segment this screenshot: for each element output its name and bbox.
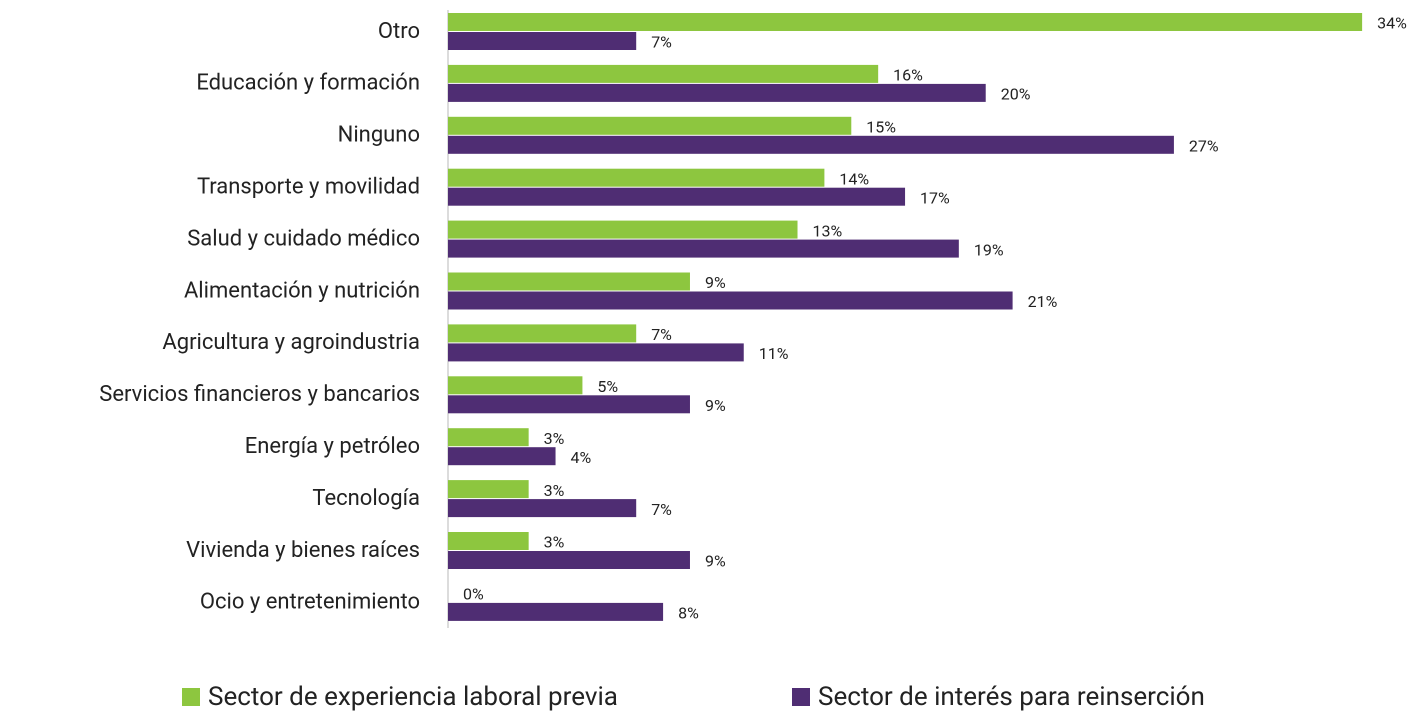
- bar: [448, 499, 637, 518]
- category-label: Educación y formación: [196, 71, 420, 96]
- bar: [448, 187, 906, 206]
- bar: [448, 83, 986, 102]
- bar: [448, 395, 690, 414]
- bar: [448, 376, 583, 395]
- category-label: Agricultura y agroindustria: [162, 330, 420, 355]
- data-label: 3%: [544, 481, 565, 500]
- bar: [448, 480, 529, 499]
- legend-label: Sector de interés para reinserción: [818, 682, 1205, 712]
- data-label: 16%: [893, 66, 923, 85]
- data-label: 13%: [813, 221, 843, 240]
- bar: [448, 168, 825, 187]
- data-label: 7%: [651, 325, 672, 344]
- bar: [448, 551, 690, 569]
- bar: [448, 343, 744, 362]
- legend-label: Sector de experiencia laboral previa: [208, 682, 618, 712]
- bar: [448, 32, 637, 50]
- bar: [448, 135, 1174, 154]
- data-label: 27%: [1189, 137, 1219, 156]
- bar: [448, 116, 852, 135]
- bar: [448, 272, 690, 291]
- data-label: 21%: [1028, 292, 1058, 311]
- data-label: 15%: [866, 118, 896, 137]
- data-label: 8%: [678, 604, 699, 623]
- data-label: 9%: [705, 273, 726, 292]
- bar: [448, 602, 664, 621]
- data-label: 5%: [597, 377, 618, 396]
- category-label: Energía y petróleo: [245, 434, 420, 459]
- category-label: Transporte y movilidad: [197, 175, 420, 200]
- data-label: 0%: [463, 585, 484, 604]
- data-label: 19%: [974, 240, 1004, 259]
- bar: [448, 447, 556, 466]
- category-label: Otro: [378, 19, 420, 44]
- bar: [448, 13, 1363, 31]
- bar: [448, 220, 798, 239]
- data-label: 34%: [1377, 14, 1407, 33]
- bar: [448, 64, 879, 83]
- data-label: 11%: [759, 344, 789, 363]
- category-label: Ocio y entretenimiento: [200, 590, 420, 615]
- category-label: Ninguno: [338, 123, 420, 148]
- data-label: 20%: [1001, 85, 1031, 104]
- data-label: 9%: [705, 396, 726, 415]
- bar: [448, 428, 529, 447]
- data-label: 4%: [571, 448, 592, 467]
- data-label: 7%: [651, 33, 672, 52]
- category-label: Tecnología: [312, 486, 420, 511]
- data-label: 17%: [920, 188, 950, 207]
- category-label: Alimentación y nutrición: [184, 278, 420, 303]
- category-label: Vivienda y bienes raíces: [186, 538, 420, 563]
- bar: [448, 532, 529, 550]
- data-label: 7%: [651, 500, 672, 519]
- data-label: 3%: [544, 533, 565, 552]
- bar: [448, 291, 1013, 310]
- bar: [448, 324, 637, 343]
- category-label: Servicios financieros y bancarios: [99, 382, 420, 407]
- data-label: 14%: [839, 169, 869, 188]
- legend-swatch: [792, 688, 810, 706]
- legend-swatch: [182, 688, 200, 706]
- bar: [448, 239, 959, 258]
- category-label: Salud y cuidado médico: [187, 226, 420, 251]
- data-label: 9%: [705, 552, 726, 571]
- data-label: 3%: [544, 429, 565, 448]
